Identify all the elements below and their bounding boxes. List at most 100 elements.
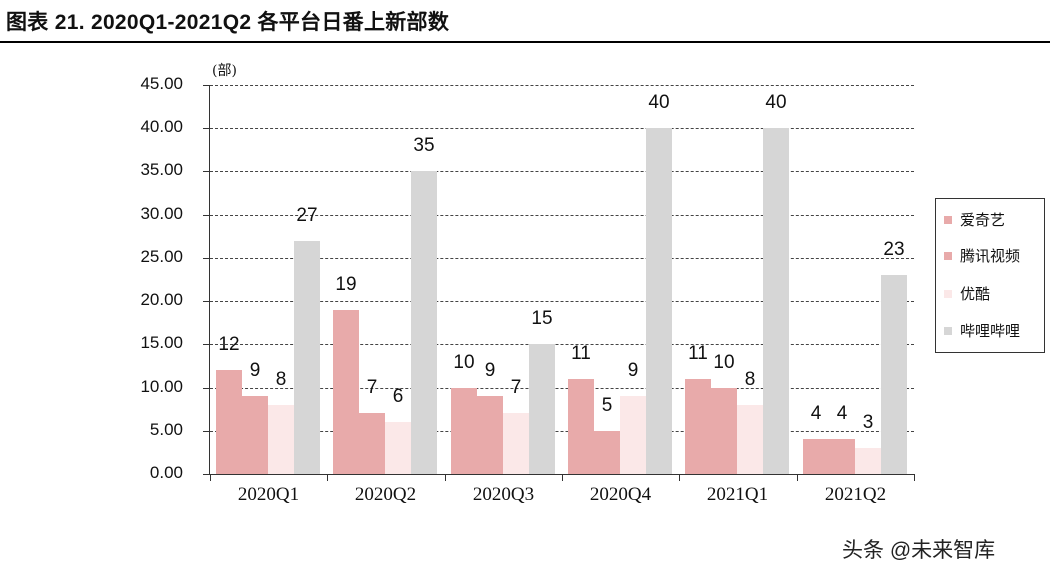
y-tick-mark — [203, 301, 210, 302]
legend-swatch-tencent — [944, 251, 952, 260]
data-label: 11 — [688, 343, 708, 364]
y-tick-label: 10.00 — [140, 377, 183, 396]
legend-label: 爱奇艺 — [960, 211, 1006, 229]
legend-swatch-bilibili — [944, 326, 952, 335]
legend: 爱奇艺 腾讯视频 优酷 哔哩哔哩 — [935, 198, 1045, 353]
bar — [333, 310, 359, 474]
x-tick-mark — [210, 474, 211, 481]
x-tick-label: 2020Q2 — [354, 484, 417, 505]
bar — [855, 448, 881, 474]
gridline — [210, 388, 914, 389]
data-label: 9 — [627, 360, 639, 381]
data-label: 9 — [484, 360, 496, 381]
data-label: 8 — [275, 369, 287, 390]
y-tick-label: 5.00 — [149, 420, 183, 439]
bar — [529, 344, 555, 474]
gridline — [210, 215, 914, 216]
y-tick-mark — [203, 171, 210, 172]
y-tick-mark — [203, 431, 210, 432]
gridline — [210, 171, 914, 172]
data-label: 5 — [601, 395, 613, 416]
x-tick-label: 2021Q1 — [706, 484, 769, 505]
data-label: 27 — [296, 205, 318, 226]
gridline — [210, 258, 914, 259]
data-label: 23 — [883, 239, 905, 260]
data-label: 10 — [713, 352, 735, 373]
gridline — [210, 301, 914, 302]
x-tick-label: 2020Q1 — [237, 484, 300, 505]
y-tick-label: 25.00 — [140, 247, 183, 266]
x-tick-mark — [562, 474, 563, 481]
bar — [216, 370, 242, 474]
bar — [763, 128, 789, 474]
x-tick-mark — [914, 474, 915, 481]
data-label: 40 — [648, 92, 670, 113]
legend-label: 哔哩哔哩 — [960, 322, 1021, 340]
data-label: 4 — [836, 403, 848, 424]
x-tick-label: 2021Q2 — [824, 484, 887, 505]
watermark: 头条 @未来智库 — [842, 539, 996, 562]
bar — [359, 413, 385, 474]
gridline — [210, 431, 914, 432]
bar — [294, 241, 320, 474]
bar — [620, 396, 646, 474]
title-divider — [0, 41, 1050, 43]
bar — [268, 405, 294, 474]
y-axis — [209, 85, 210, 475]
legend-label: 优酷 — [960, 285, 991, 303]
bar — [568, 379, 594, 474]
x-tick-mark — [679, 474, 680, 481]
data-label: 10 — [453, 352, 475, 373]
y-tick-label: 30.00 — [140, 204, 183, 223]
gridline — [210, 344, 914, 345]
y-tick-label: 20.00 — [140, 290, 183, 309]
y-tick-label: 40.00 — [140, 117, 183, 136]
bar — [503, 413, 529, 474]
data-label: 3 — [862, 412, 874, 433]
bar — [711, 388, 737, 474]
data-label: 35 — [413, 135, 435, 156]
bar — [881, 275, 907, 474]
gridline — [210, 128, 914, 129]
data-label: 6 — [392, 386, 404, 407]
bar — [803, 439, 829, 474]
data-label: 12 — [218, 334, 240, 355]
data-label: 19 — [335, 274, 357, 295]
data-label: 9 — [249, 360, 261, 381]
legend-item: 腾讯视频 — [944, 245, 1020, 266]
legend-label: 腾讯视频 — [960, 247, 1021, 265]
data-label: 4 — [810, 403, 822, 424]
y-tick-label: 35.00 — [140, 160, 183, 179]
legend-swatch-youku — [944, 289, 952, 298]
x-tick-label: 2020Q4 — [589, 484, 652, 505]
bar — [477, 396, 503, 474]
data-label: 11 — [571, 343, 591, 364]
data-label: 40 — [765, 92, 787, 113]
y-tick-mark — [203, 128, 210, 129]
bar — [411, 171, 437, 474]
bar — [594, 431, 620, 474]
x-tick-mark — [445, 474, 446, 481]
y-tick-mark — [203, 344, 210, 345]
bar — [385, 422, 411, 474]
x-tick-label: 2020Q3 — [472, 484, 535, 505]
y-tick-mark — [203, 474, 210, 475]
y-tick-mark — [203, 215, 210, 216]
y-tick-label: 15.00 — [140, 333, 183, 352]
legend-item: 优酷 — [944, 283, 990, 304]
data-label: 8 — [744, 369, 756, 390]
bar — [646, 128, 672, 474]
bar — [829, 439, 855, 474]
y-axis-unit: (部) — [212, 63, 237, 79]
legend-swatch-iqiyi — [944, 215, 952, 224]
legend-item: 哔哩哔哩 — [944, 320, 1020, 341]
x-tick-mark — [797, 474, 798, 481]
y-tick-label: 45.00 — [140, 74, 183, 93]
data-label: 7 — [510, 377, 522, 398]
bar — [451, 388, 477, 474]
legend-item: 爱奇艺 — [944, 209, 1005, 230]
y-tick-mark — [203, 258, 210, 259]
bar — [685, 379, 711, 474]
y-tick-mark — [203, 85, 210, 86]
data-label: 15 — [531, 308, 553, 329]
